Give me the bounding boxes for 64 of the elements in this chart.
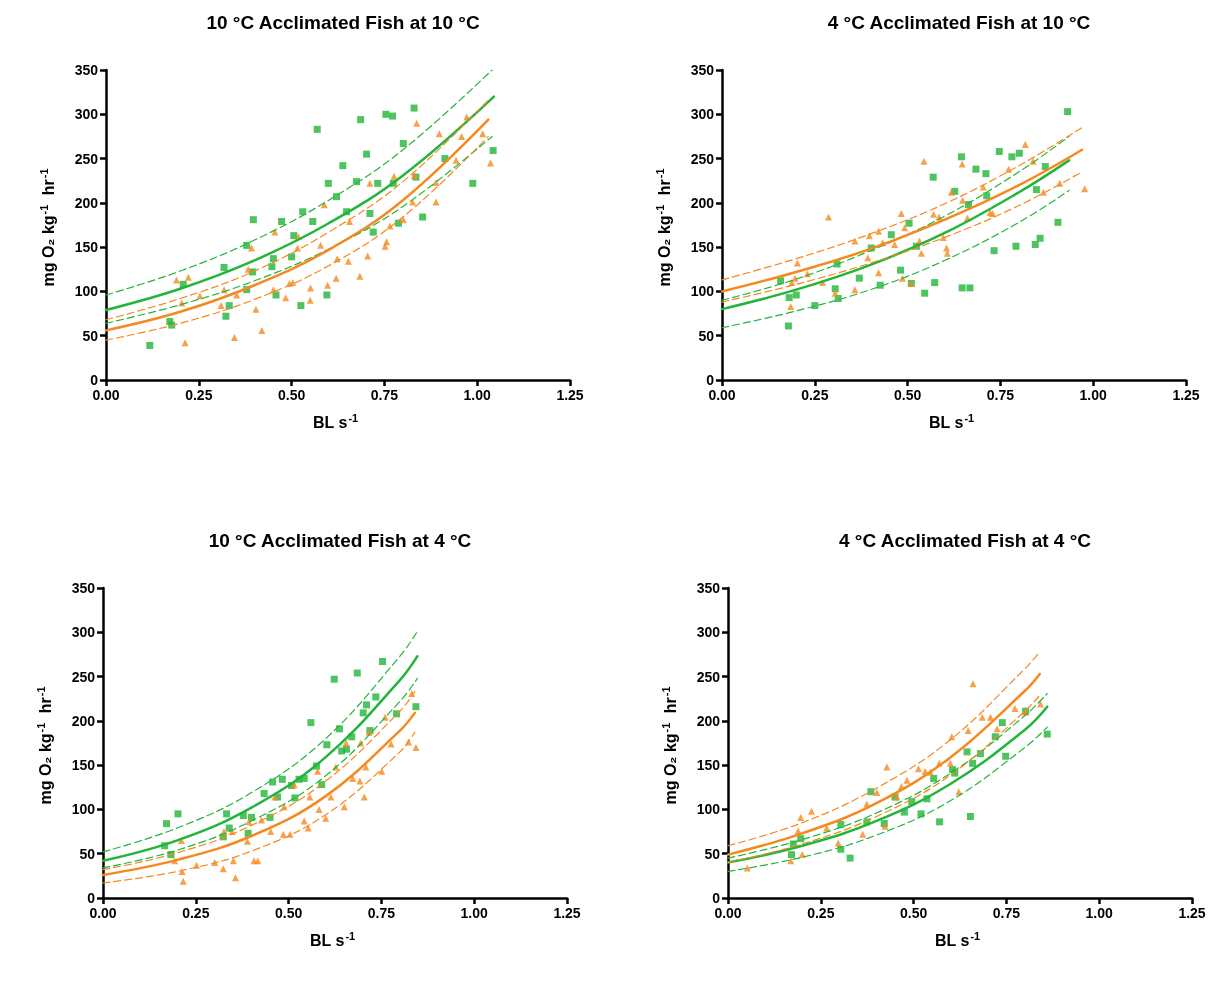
x-tick-label: 0.75: [986, 387, 1015, 403]
y-tick-label: 150: [71, 757, 96, 774]
y-tick-label: 300: [696, 624, 721, 641]
chart-title: 10 °C Acclimated Fish at 10 °C: [206, 12, 480, 33]
x-tick-label: 0.50: [277, 387, 306, 403]
x-tick-label: 0.50: [893, 387, 922, 403]
y-tick-label: 50: [79, 845, 96, 862]
y-tick-label: 300: [690, 106, 715, 123]
y-tick-label: 100: [696, 801, 721, 818]
chart-title: 4 °C Acclimated Fish at 4 °C: [838, 530, 1092, 551]
x-tick-label: 1.00: [1079, 387, 1108, 403]
x-tick-label: 0.75: [370, 387, 399, 403]
x-tick-label: 0.00: [89, 905, 117, 921]
y-tick-label: 250: [71, 668, 96, 685]
x-tick-label: 1.25: [556, 387, 584, 403]
chart-title: 4 °C Acclimated Fish at 10 °C: [827, 12, 1091, 33]
x-tick-label: 1.00: [463, 387, 492, 403]
y-tick-label: 200: [71, 712, 96, 729]
x-tick-label: 0.25: [801, 387, 829, 403]
y-tick-label: 300: [74, 106, 99, 123]
x-tick-label: 0.00: [708, 387, 736, 403]
x-tick-label: 0.50: [899, 905, 928, 921]
x-tick-label: 0.25: [807, 905, 835, 921]
y-tick-label: 350: [71, 580, 96, 596]
y-tick-label: 0: [87, 890, 96, 906]
y-axis-title: mg O₂ kg-1 hr-1: [653, 168, 673, 287]
x-tick-label: 0.25: [185, 387, 213, 403]
y-axis-title: mg O₂ kg-1 hr-1: [34, 686, 54, 805]
y-tick-label: 250: [696, 668, 721, 685]
y-tick-label: 150: [690, 239, 715, 256]
y-tick-label: 150: [74, 239, 99, 256]
y-axis-title: mg O₂ kg-1 hr-1: [37, 168, 57, 287]
y-tick-label: 100: [71, 801, 96, 818]
x-tick-label: 0.75: [992, 905, 1021, 921]
x-tick-label: 0.75: [367, 905, 396, 921]
y-tick-label: 100: [74, 283, 99, 300]
y-tick-label: 300: [71, 624, 96, 641]
x-tick-label: 1.25: [553, 905, 581, 921]
x-tick-label: 0.00: [714, 905, 742, 921]
x-tick-label: 1.25: [1172, 387, 1200, 403]
y-tick-label: 50: [698, 327, 715, 344]
x-tick-label: 1.25: [1178, 905, 1206, 921]
y-tick-label: 350: [696, 580, 721, 596]
x-tick-label: 1.00: [1085, 905, 1114, 921]
y-tick-label: 100: [690, 283, 715, 300]
chart-title: 10 °C Acclimated Fish at 4 °C: [208, 530, 472, 551]
x-tick-label: 1.00: [460, 905, 489, 921]
y-tick-label: 250: [74, 150, 99, 167]
y-axis-title: mg O₂ kg-1 hr-1: [659, 686, 679, 805]
y-tick-label: 50: [704, 845, 721, 862]
y-tick-label: 250: [690, 150, 715, 167]
y-tick-label: 150: [696, 757, 721, 774]
y-tick-label: 0: [706, 372, 715, 388]
y-tick-label: 50: [82, 327, 99, 344]
y-tick-label: 200: [690, 194, 715, 211]
x-tick-label: 0.00: [92, 387, 120, 403]
x-tick-label: 0.25: [182, 905, 210, 921]
x-tick-label: 0.50: [274, 905, 303, 921]
y-tick-label: 200: [74, 194, 99, 211]
y-tick-label: 0: [90, 372, 99, 388]
y-tick-label: 0: [712, 890, 721, 906]
y-tick-label: 200: [696, 712, 721, 729]
y-tick-label: 350: [74, 62, 99, 78]
y-tick-label: 350: [690, 62, 715, 78]
